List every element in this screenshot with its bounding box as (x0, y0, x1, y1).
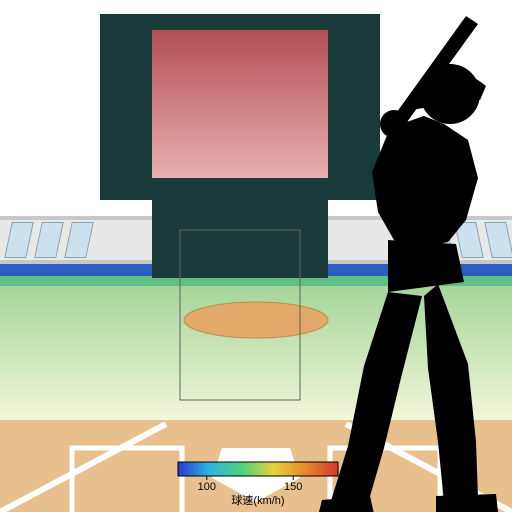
pitch-location-diagram: 100 150 球速(km/h) (0, 0, 512, 512)
pitchers-mound (184, 302, 328, 338)
baseline-left (0, 424, 166, 512)
batters-box-left (72, 448, 182, 512)
field-overlay: 100 150 球速(km/h) (0, 0, 512, 512)
legend-tick-label: 150 (284, 481, 302, 493)
batter-silhouette (318, 16, 498, 512)
legend-tick-label: 100 (198, 481, 216, 493)
velocity-legend-caption: 球速(km/h) (231, 493, 284, 507)
velocity-legend-bar (178, 462, 338, 476)
